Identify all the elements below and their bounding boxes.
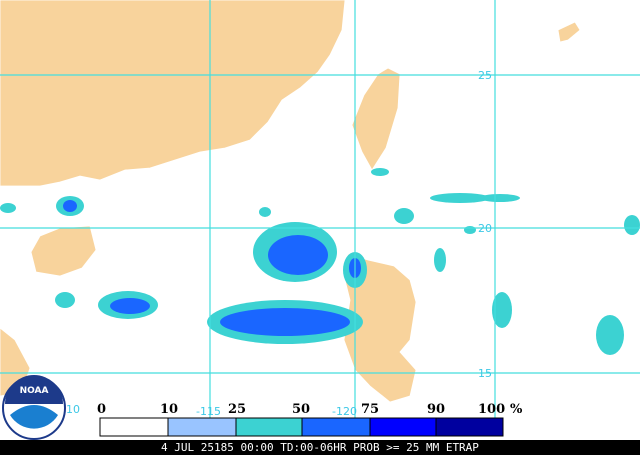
legend-label: 100 <box>478 402 505 417</box>
land-island <box>557 21 581 43</box>
grid-label: -115 <box>196 405 221 418</box>
color-bar <box>99 417 504 437</box>
grid-label: 10 <box>66 403 80 416</box>
noaa-logo: NOAA <box>2 375 66 440</box>
logo-text: NOAA <box>20 386 49 396</box>
footer-bar <box>0 440 640 455</box>
grid-label: 20 <box>478 222 492 235</box>
legend-label: 75 <box>361 402 379 417</box>
legend-label: 0 <box>97 402 106 417</box>
legend-unit: % <box>510 402 523 417</box>
precip-areas <box>0 168 640 355</box>
legend-label: 10 <box>160 402 178 417</box>
land-hainan <box>30 225 97 277</box>
grid-label: 25 <box>478 69 492 82</box>
legend-label: 25 <box>228 402 246 417</box>
grid-label: 15 <box>478 367 492 380</box>
legend-label: 50 <box>292 402 310 417</box>
footer-text: 4 JUL 25185 00:00 TD:00-06HR PROB >= 25 … <box>161 441 479 454</box>
legend-label: 90 <box>427 402 445 417</box>
grid-label: -120 <box>332 405 357 418</box>
land-taiwan <box>351 67 401 171</box>
land-china <box>0 0 346 187</box>
graticule <box>0 0 640 418</box>
